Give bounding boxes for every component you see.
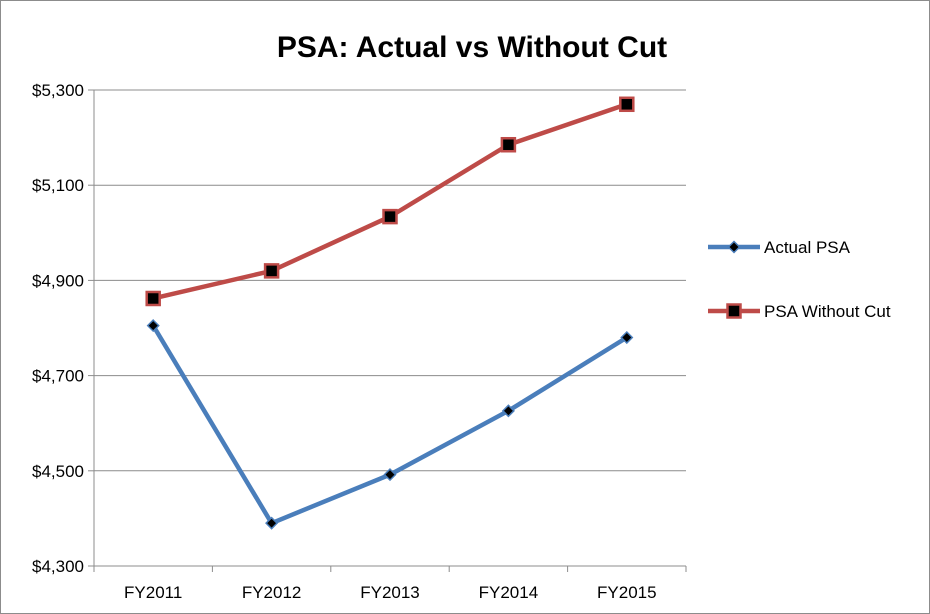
gridlines xyxy=(94,89,686,567)
legend-label: Actual PSA xyxy=(764,238,851,257)
legend: Actual PSA PSA Without Cut xyxy=(708,238,891,321)
axes: $4,300 $4,500 $4,700 $4,900 $5,100 $5,300 FY20… xyxy=(32,81,687,602)
x-tick-label: FY2015 xyxy=(597,583,657,602)
data-point-diamond xyxy=(383,468,397,482)
x-tick-label: FY2012 xyxy=(242,583,302,602)
y-tick-label: $4,300 xyxy=(32,557,84,576)
data-point-diamond xyxy=(620,330,634,345)
y-tick-label: $4,700 xyxy=(32,367,84,386)
legend-label: PSA Without Cut xyxy=(764,302,891,321)
series-1 xyxy=(145,96,635,307)
series-0 xyxy=(146,319,634,530)
plot-series xyxy=(145,96,635,530)
legend-entry: Actual PSA xyxy=(708,238,851,257)
y-tick-label: $4,900 xyxy=(32,271,84,290)
data-point-square xyxy=(500,136,517,153)
x-tick-label: FY2011 xyxy=(124,583,182,602)
data-point-square xyxy=(619,96,635,113)
x-tick-label: FY2013 xyxy=(360,583,420,602)
y-tick-label: $4,500 xyxy=(32,462,84,481)
data-point-square xyxy=(145,290,161,307)
series-line xyxy=(150,323,630,526)
legend-entry: PSA Without Cut xyxy=(708,302,891,321)
y-tick-label: $5,100 xyxy=(32,176,84,195)
data-point-square xyxy=(726,303,742,319)
data-point-square xyxy=(382,208,398,225)
data-point-diamond xyxy=(727,240,741,254)
data-point-diamond xyxy=(265,516,279,530)
data-point-diamond xyxy=(501,404,515,418)
data-point-square xyxy=(263,263,280,279)
data-point-diamond xyxy=(146,319,160,333)
y-tick-label: $5,300 xyxy=(32,81,84,100)
series-line xyxy=(150,102,630,301)
x-tick-label: FY2014 xyxy=(479,583,539,602)
chart-title: PSA: Actual vs Without Cut xyxy=(277,31,667,64)
